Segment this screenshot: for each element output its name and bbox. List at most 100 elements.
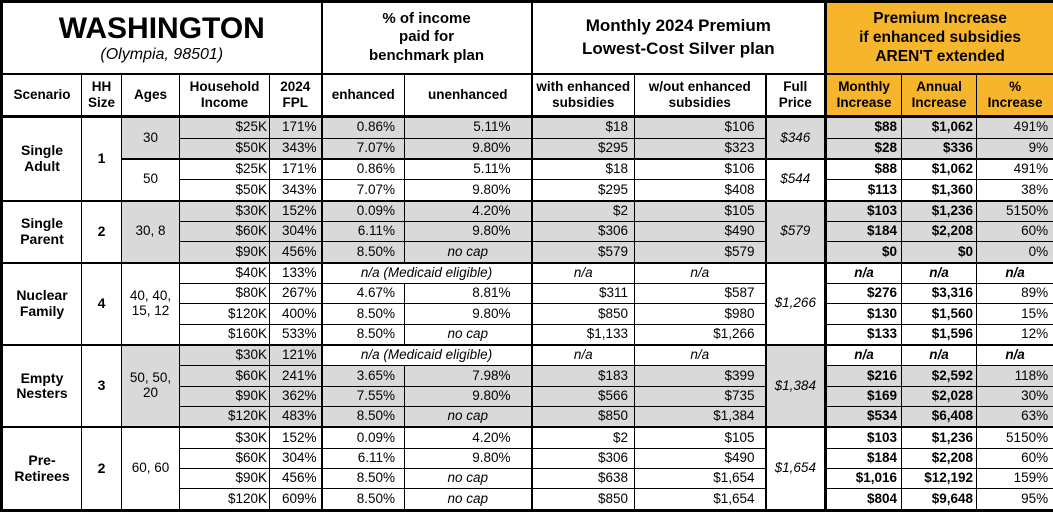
fpl-cell: 456%	[268, 241, 323, 264]
fpl-cell: 456%	[268, 467, 323, 490]
with-subsidies-cell: $18	[530, 115, 636, 139]
without-subsidies-cell: n/a	[634, 344, 767, 367]
unenhanced-pct-cell: no cap	[404, 405, 533, 428]
unenhanced-pct-cell: no cap	[404, 488, 533, 511]
household-income-cell: $80K	[179, 283, 270, 305]
unenhanced-pct-cell: 9.80%	[404, 221, 533, 243]
without-subsidies-cell: n/a	[634, 261, 767, 285]
increase-section-header: Premium Increase if enhanced subsidies A…	[824, 1, 1053, 75]
col-header-household-income: Household Income	[179, 73, 270, 118]
pct-increase-cell: 5150%	[976, 426, 1053, 449]
table-row: $120K 609% 8.50% no cap $850 $1,654 $804 $9,648…	[2, 488, 1053, 511]
pct-increase-cell: 5150%	[976, 199, 1053, 223]
monthly-increase-cell: $804	[824, 488, 903, 511]
table-row: $120K 483% 8.50% no cap $850 $1,384 $534 $6,408…	[2, 405, 1053, 428]
enhanced-pct-cell: 8.50%	[320, 323, 406, 346]
table-row: $50K 343% 7.07% 9.80% $295 $408 $113 $1,360 38%	[2, 179, 1053, 202]
monthly-increase-cell: $534	[824, 405, 903, 428]
col-header-without-subsidies: w/out enhanced subsidies	[634, 73, 767, 118]
table-row: $50K 343% 7.07% 9.80% $295 $323 $28 $336 9%	[2, 137, 1053, 160]
fpl-cell: 241%	[268, 365, 323, 387]
col-header-ages: Ages	[121, 73, 180, 118]
col-header-unenhanced: unenhanced	[404, 73, 533, 118]
with-subsidies-cell: $295	[530, 179, 636, 202]
monthly-increase-cell: $169	[824, 385, 903, 407]
premium-section-header: Monthly 2024 Premium Lowest-Cost Silver …	[530, 1, 827, 75]
unenhanced-pct-cell: no cap	[404, 323, 533, 346]
medicaid-note-cell: n/a (Medicaid eligible)	[320, 261, 533, 285]
monthly-increase-cell: $103	[824, 199, 903, 223]
unenhanced-pct-cell: 9.80%	[404, 179, 533, 202]
enhanced-pct-cell: 8.50%	[320, 303, 406, 325]
fpl-cell: 152%	[268, 199, 323, 223]
full-price-cell: $1,654	[764, 426, 827, 512]
without-subsidies-cell: $106	[634, 157, 767, 181]
fpl-cell: 483%	[268, 405, 323, 428]
table-row: $90K 362% 7.55% 9.80% $566 $735 $169 $2,028 30%	[2, 385, 1053, 407]
without-subsidies-cell: $579	[634, 241, 767, 264]
with-subsidies-cell: n/a	[530, 261, 636, 285]
with-subsidies-cell: $295	[530, 137, 636, 160]
fpl-cell: 400%	[268, 303, 323, 325]
table-row: $90K 456% 8.50% no cap $579 $579 $0 $0 0%	[2, 241, 1053, 264]
without-subsidies-cell: $408	[634, 179, 767, 202]
fpl-cell: 304%	[268, 221, 323, 243]
ages-cell: 30, 8	[121, 199, 180, 264]
ages-cell: 60, 60	[121, 426, 180, 512]
pct-increase-cell: 38%	[976, 179, 1053, 202]
household-income-cell: $120K	[179, 488, 270, 511]
without-subsidies-cell: $399	[634, 365, 767, 387]
annual-increase-cell: $12,192	[901, 467, 978, 490]
monthly-increase-cell: $216	[824, 365, 903, 387]
with-subsidies-cell: $638	[530, 467, 636, 490]
pct-increase-cell: 118%	[976, 365, 1053, 387]
monthly-increase-cell: n/a	[824, 344, 903, 367]
monthly-increase-cell: n/a	[824, 261, 903, 285]
monthly-increase-cell: $0	[824, 241, 903, 264]
fpl-cell: 343%	[268, 179, 323, 202]
fpl-cell: 133%	[268, 261, 323, 285]
enhanced-pct-cell: 7.55%	[320, 385, 406, 407]
medicaid-note-cell: n/a (Medicaid eligible)	[320, 344, 533, 367]
monthly-increase-cell: $88	[824, 115, 903, 139]
enhanced-pct-cell: 3.65%	[320, 365, 406, 387]
fpl-cell: 343%	[268, 137, 323, 160]
fpl-cell: 533%	[268, 323, 323, 346]
monthly-increase-cell: $276	[824, 283, 903, 305]
unenhanced-pct-cell: 4.20%	[404, 199, 533, 223]
household-income-cell: $50K	[179, 137, 270, 160]
monthly-increase-cell: $113	[824, 179, 903, 202]
table-row: Single Parent 2 30, 8 $30K 152% 0.09% 4.20% $2 $…	[1, 199, 1053, 264]
unenhanced-pct-cell: 5.11%	[404, 157, 533, 181]
table-row: $80K 267% 4.67% 8.81% $311 $587 $276 $3,316 89%	[2, 283, 1053, 305]
pct-increase-cell: 63%	[976, 405, 1053, 428]
enhanced-pct-cell: 6.11%	[320, 447, 406, 469]
monthly-increase-cell: $28	[824, 137, 903, 160]
scenario-cell: Pre- Retirees	[1, 426, 82, 512]
with-subsidies-cell: $1,133	[530, 323, 636, 346]
state-title-cell: WASHINGTON (Olympia, 98501)	[0, 1, 323, 75]
full-price-cell: $544	[764, 157, 827, 202]
col-header-pct-increase: % Increase	[976, 73, 1053, 118]
benchmark-section-header: % of income paid for benchmark plan	[320, 1, 533, 75]
unenhanced-pct-cell: 4.20%	[404, 426, 533, 449]
with-subsidies-cell: $18	[530, 157, 636, 181]
annual-increase-cell: $336	[901, 137, 978, 160]
scenario-cell: Single Adult	[1, 115, 82, 202]
with-subsidies-cell: $850	[530, 488, 636, 511]
enhanced-pct-cell: 6.11%	[320, 221, 406, 243]
pct-increase-cell: 60%	[976, 447, 1053, 469]
full-price-cell: $1,384	[764, 344, 827, 428]
col-header-hh-size: HH Size	[81, 73, 122, 118]
household-income-cell: $25K	[179, 115, 270, 139]
scenario-cell: Single Parent	[1, 199, 82, 264]
with-subsidies-cell: $183	[530, 365, 636, 387]
enhanced-pct-cell: 8.50%	[320, 488, 406, 511]
enhanced-pct-cell: 0.86%	[320, 115, 406, 139]
enhanced-pct-cell: 8.50%	[320, 241, 406, 264]
scenario-cell: Empty Nesters	[1, 344, 82, 428]
monthly-increase-cell: $184	[824, 221, 903, 243]
pct-increase-cell: 12%	[976, 323, 1053, 346]
household-income-cell: $90K	[179, 385, 270, 407]
household-income-cell: $40K	[179, 261, 270, 285]
